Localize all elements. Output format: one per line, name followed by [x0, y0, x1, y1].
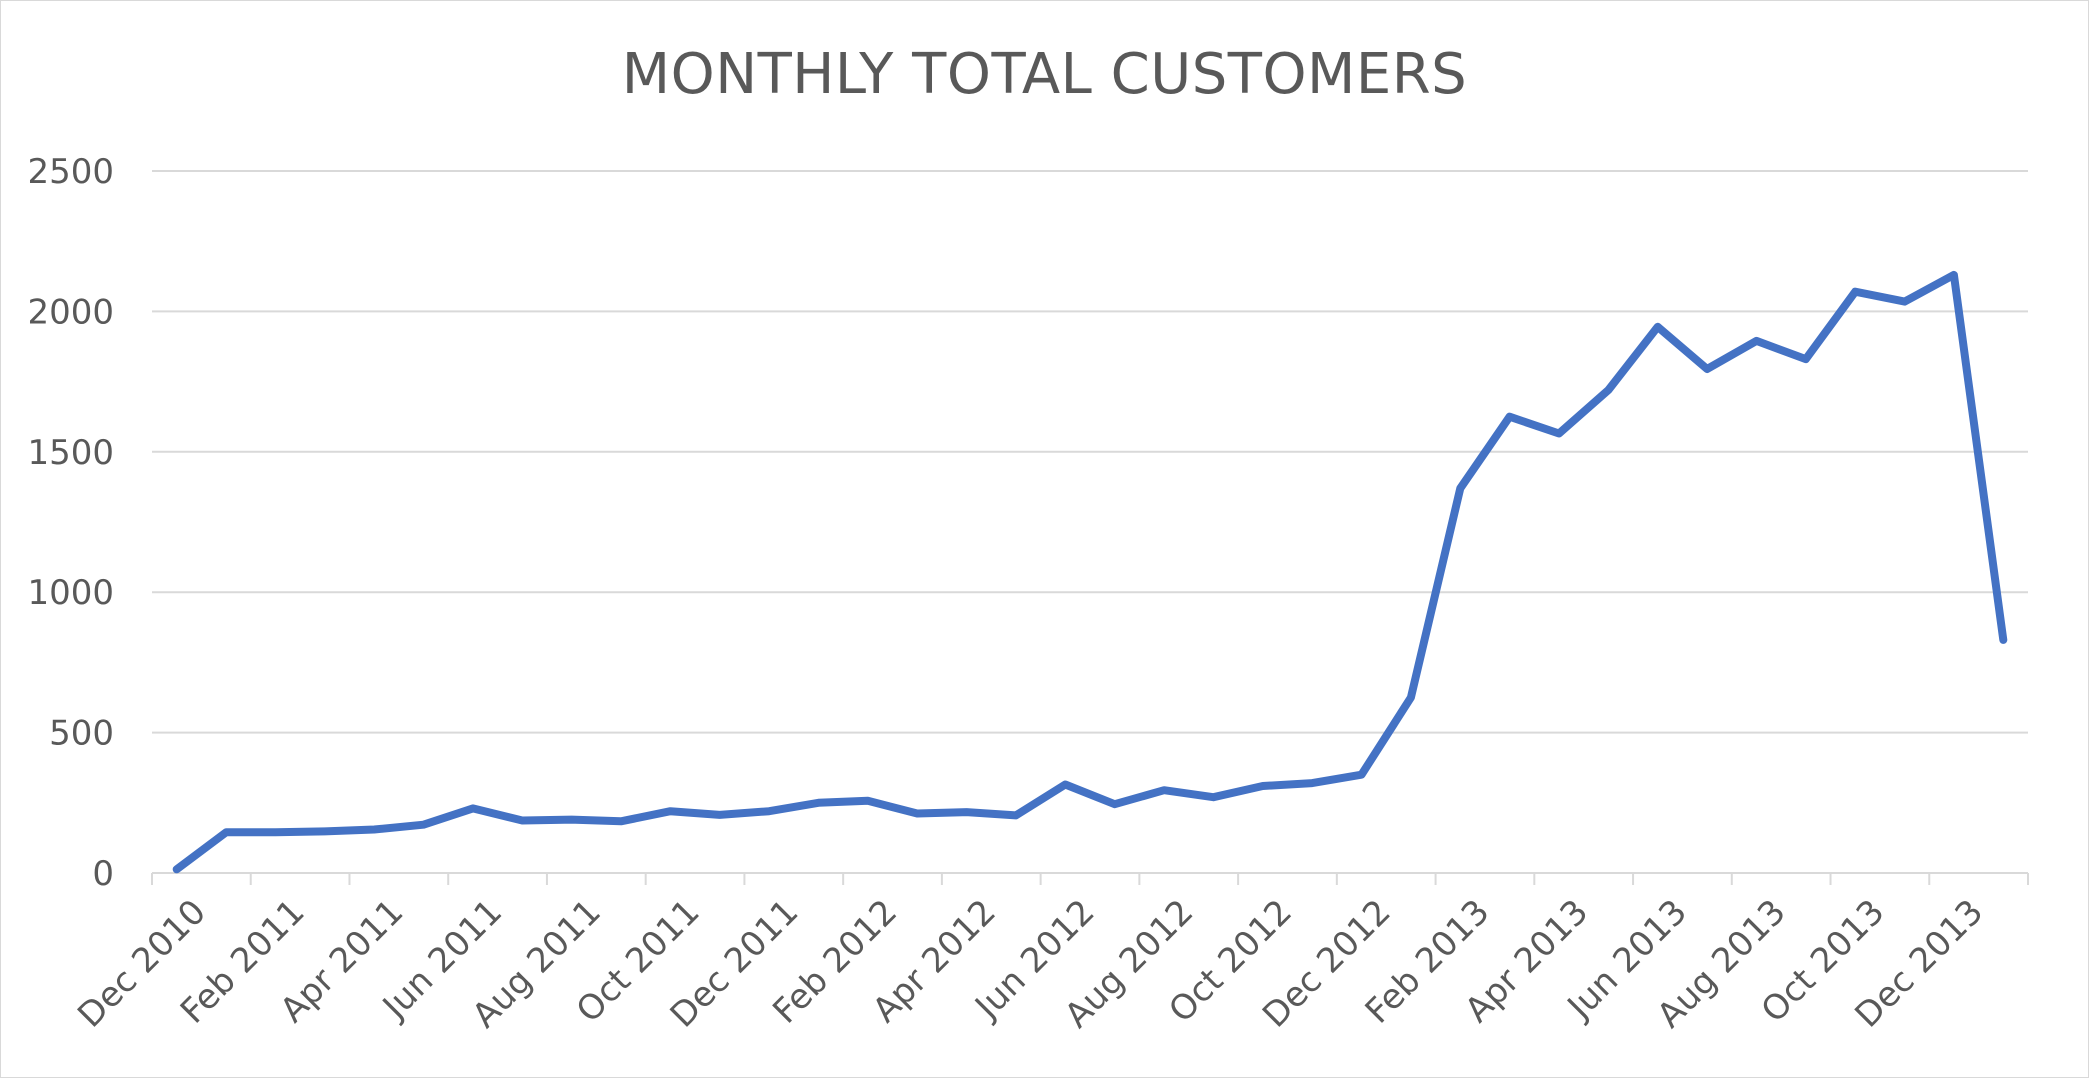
x-axis [151, 872, 2029, 885]
data-series [172, 270, 2008, 874]
y-tick-label: 2000 [27, 292, 114, 332]
y-tick-label: 1500 [27, 433, 114, 473]
y-axis-tick-labels: 0 500 1000 1500 2000 2500 [27, 152, 114, 894]
y-tick-label: 1000 [27, 573, 114, 613]
gridlines [152, 170, 2028, 734]
y-tick-label: 2500 [27, 152, 114, 192]
chart-title: MONTHLY TOTAL CUSTOMERS [621, 42, 1468, 107]
y-tick-label: 500 [49, 714, 114, 754]
y-tick-label: 0 [92, 854, 114, 894]
series-line [172, 270, 2008, 874]
